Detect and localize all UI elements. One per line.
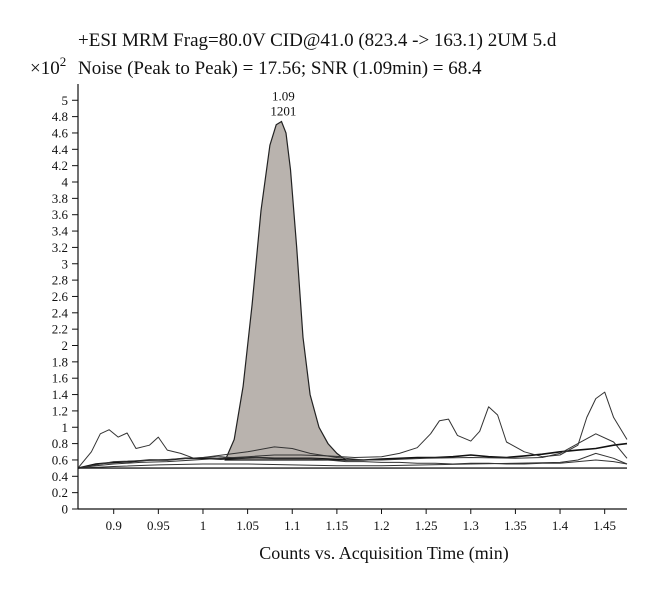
series-layer	[77, 391, 628, 469]
x-tick-label: 0.95	[147, 518, 170, 533]
y-tick-label: 4.4	[52, 142, 69, 157]
x-tick-label: 1.35	[504, 518, 527, 533]
x-tick-label: 1.4	[552, 518, 569, 533]
y-multiplier-exponent: 2	[60, 54, 67, 69]
y-tick-label: 0	[62, 502, 69, 517]
peak-annotation-line: 1.09	[272, 89, 295, 104]
y-tick-label: 2.2	[52, 322, 68, 337]
x-tick-label: 1.15	[326, 518, 349, 533]
y-multiplier-base: ×10	[30, 58, 60, 79]
y-tick-label: 2	[62, 338, 69, 353]
integrated-peak-area	[224, 120, 348, 461]
y-tick-label: 1.6	[52, 371, 69, 386]
y-tick-label: 0.8	[52, 436, 68, 451]
x-tick-label: 1	[200, 518, 207, 533]
y-tick-label: 2.8	[52, 273, 68, 288]
x-tick-label: 1.3	[463, 518, 479, 533]
integrated-peak-layer	[224, 120, 348, 461]
y-tick-label: 3.2	[52, 240, 68, 255]
y-tick-label: 1.8	[52, 354, 68, 369]
axes: 00.20.40.60.811.21.41.61.822.22.42.62.83…	[52, 84, 627, 533]
series-line-2	[77, 429, 628, 469]
y-tick-label: 5	[62, 93, 69, 108]
y-tick-label: 4.6	[52, 125, 69, 140]
x-tick-label: 1.25	[415, 518, 438, 533]
chart-subtitle: Noise (Peak to Peak) = 17.56; SNR (1.09m…	[78, 58, 482, 79]
y-tick-label: 4.8	[52, 109, 68, 124]
series-line-4	[77, 433, 628, 469]
y-tick-label: 1.2	[52, 403, 68, 418]
x-tick-label: 1.2	[373, 518, 389, 533]
y-tick-label: 2.4	[52, 305, 69, 320]
x-tick-label: 0.9	[106, 518, 122, 533]
y-tick-label: 3	[62, 256, 69, 271]
y-tick-label: 3.6	[52, 207, 69, 222]
y-tick-label: 3.8	[52, 191, 68, 206]
x-tick-label: 1.45	[593, 518, 616, 533]
series-line-3	[77, 391, 628, 469]
y-tick-label: 2.6	[52, 289, 69, 304]
y-multiplier: ×102	[30, 54, 66, 79]
y-tick-label: 1	[62, 420, 69, 435]
peak-annotation-line: 1201	[270, 104, 296, 119]
y-tick-label: 3.4	[52, 224, 69, 239]
x-tick-label: 1.05	[236, 518, 259, 533]
y-tick-label: 0.2	[52, 485, 68, 500]
y-tick-label: 4	[62, 175, 69, 190]
x-axis-label: Counts vs. Acquisition Time (min)	[259, 543, 509, 564]
chart-title: +ESI MRM Frag=80.0V CID@41.0 (823.4 -> 1…	[78, 30, 557, 51]
x-tick-label: 1.1	[284, 518, 300, 533]
y-tick-label: 4.2	[52, 158, 68, 173]
y-tick-label: 0.4	[52, 469, 69, 484]
y-tick-label: 0.6	[52, 452, 69, 467]
plot-area: 00.20.40.60.811.21.41.61.822.22.42.62.83…	[52, 84, 628, 533]
y-tick-label: 1.4	[52, 387, 69, 402]
series-line-5	[77, 452, 628, 469]
